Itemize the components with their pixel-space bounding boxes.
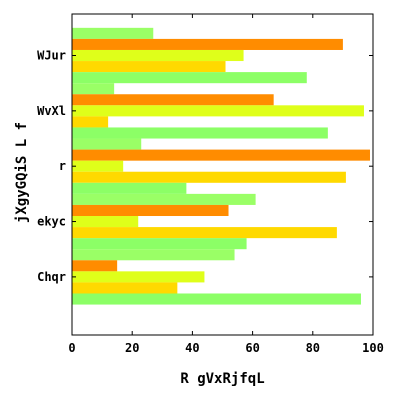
bar-ekyc-series-2 bbox=[72, 204, 229, 217]
bars-layer bbox=[72, 27, 370, 305]
bar-WvXl-series-4 bbox=[72, 116, 109, 128]
bar-WJur-series-5 bbox=[72, 72, 307, 84]
x-tick-label: 0 bbox=[68, 341, 75, 355]
bar-WJur-series-4 bbox=[72, 61, 226, 73]
y-tick-label: WJur bbox=[37, 49, 66, 63]
bar-r-series-1 bbox=[72, 138, 142, 150]
y-tick-label: Chqr bbox=[37, 270, 66, 284]
bar-WvXl-series-5 bbox=[72, 127, 328, 139]
x-axis-label: R gVxRjfqL bbox=[180, 371, 264, 387]
bar-Chqr-series-3 bbox=[72, 271, 205, 283]
y-tick-label: r bbox=[59, 159, 66, 173]
bar-r-series-5 bbox=[72, 182, 187, 194]
bar-WJur-series-2 bbox=[72, 38, 343, 50]
x-tick-label: 100 bbox=[362, 341, 384, 355]
x-axis-ticks: 0 20 40 60 80 100 bbox=[68, 14, 384, 355]
plot-frame bbox=[71, 13, 374, 336]
bar-r-series-4 bbox=[72, 171, 346, 183]
bar-WvXl-series-1 bbox=[72, 83, 115, 95]
bar-Chqr-series-4 bbox=[72, 282, 178, 294]
y-axis-label: jXgyGQiS L f bbox=[14, 122, 30, 223]
y-tick-label: WvXl bbox=[37, 104, 66, 118]
bar-r-series-3 bbox=[72, 160, 124, 172]
x-tick-label: 40 bbox=[185, 341, 199, 355]
bar-Chqr-series-1 bbox=[72, 249, 235, 261]
x-tick-label: 80 bbox=[306, 341, 320, 355]
y-tick-label: ekyc bbox=[37, 215, 66, 229]
bar-WvXl-series-3 bbox=[72, 105, 364, 117]
bar-ekyc-series-4 bbox=[72, 227, 337, 239]
x-tick-label: 20 bbox=[125, 341, 139, 355]
bar-Chqr-series-5 bbox=[72, 293, 361, 305]
bar-ekyc-series-1 bbox=[72, 193, 256, 205]
x-tick-label: 60 bbox=[245, 341, 259, 355]
bar-WJur-series-3 bbox=[72, 49, 244, 62]
bar-Chqr-series-2 bbox=[72, 260, 118, 272]
y-axis-ticks: WJur WvXl r ekyc Chqr bbox=[37, 49, 373, 284]
bar-r-series-2 bbox=[72, 149, 370, 161]
bar-ekyc-series-5 bbox=[72, 238, 247, 250]
bar-WJur-series-1 bbox=[72, 27, 154, 39]
bar-ekyc-series-3 bbox=[72, 216, 139, 228]
bar-WvXl-series-2 bbox=[72, 94, 274, 106]
